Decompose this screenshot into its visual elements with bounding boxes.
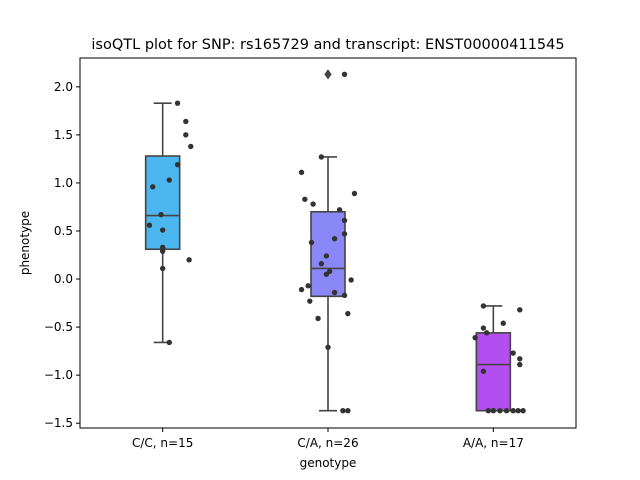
strip-points-2 [298,71,358,414]
y-tick-label: 0.0 [54,272,73,286]
data-point [480,368,487,374]
box-group-2 [310,69,346,412]
data-point [183,132,189,138]
data-point [323,271,330,277]
data-point [341,71,348,78]
data-point [331,289,338,296]
data-point [159,244,166,251]
data-point [298,169,305,176]
data-point [517,307,523,313]
data-point [310,201,316,207]
data-point [500,320,506,326]
data-point [159,227,166,233]
data-point [331,235,338,242]
data-point [480,325,487,331]
x-tick-label: C/A, n=26 [297,436,358,450]
data-point [318,154,325,160]
box-group-1 [144,102,181,344]
x-tick-label: C/C, n=15 [132,436,193,450]
data-point [186,257,192,263]
x-axis-label: genotype [300,456,357,470]
data-point [484,330,490,336]
data-point [146,222,153,228]
y-tick-label: −1.0 [44,368,73,382]
data-point [348,277,354,283]
data-point [520,408,526,414]
chart-title: isoQTL plot for SNP: rs165729 and transc… [91,37,564,53]
data-point [308,239,315,246]
data-point [485,408,492,414]
y-tick-label: 2.0 [54,80,73,94]
data-point [510,350,516,356]
data-point [341,292,348,299]
data-point [341,217,348,224]
outlier-marker [324,69,332,80]
y-axis-label: phenotype [18,211,32,275]
strip-points-1 [146,100,194,346]
y-tick-label: 0.5 [54,224,73,238]
data-point [188,143,194,150]
data-point [472,334,478,341]
data-point [323,253,330,259]
strip-points-3 [472,303,526,414]
data-point [510,408,516,414]
data-point [490,408,497,414]
x-tick-label: A/A, n=17 [463,436,524,450]
y-tick-label: −1.5 [44,416,73,430]
data-point [166,339,172,346]
data-point [315,315,321,322]
data-point [305,283,311,289]
data-point [325,344,331,350]
plot-area [144,69,526,414]
y-tick-label: 1.5 [54,128,73,142]
data-point [345,408,351,414]
y-axis: −1.5 −1.0 −0.5 0.0 0.5 1.0 1.5 2.0 [44,80,80,430]
data-point [515,408,521,414]
data-point [174,100,181,106]
data-point [174,161,181,168]
data-point [336,207,343,213]
data-point [298,286,305,293]
box-iqr [310,210,346,298]
data-point [302,196,308,202]
data-point [345,310,351,317]
data-point [497,408,503,414]
data-point [318,260,325,267]
y-tick-label: 1.0 [54,176,73,190]
data-point [307,298,313,304]
data-point [517,361,523,368]
data-point [159,248,166,254]
data-point [166,177,172,183]
data-point [183,118,189,125]
data-point [159,265,166,272]
data-point [340,408,346,414]
data-point [341,231,348,237]
data-point [517,356,523,362]
box-iqr [144,155,181,251]
data-point [351,190,358,197]
data-point [480,303,487,309]
data-point [158,211,164,218]
x-axis: C/C, n=15 C/A, n=26 A/A, n=17 [132,428,524,450]
y-tick-label: −0.5 [44,320,73,334]
data-point [503,408,510,414]
data-point [150,184,156,190]
